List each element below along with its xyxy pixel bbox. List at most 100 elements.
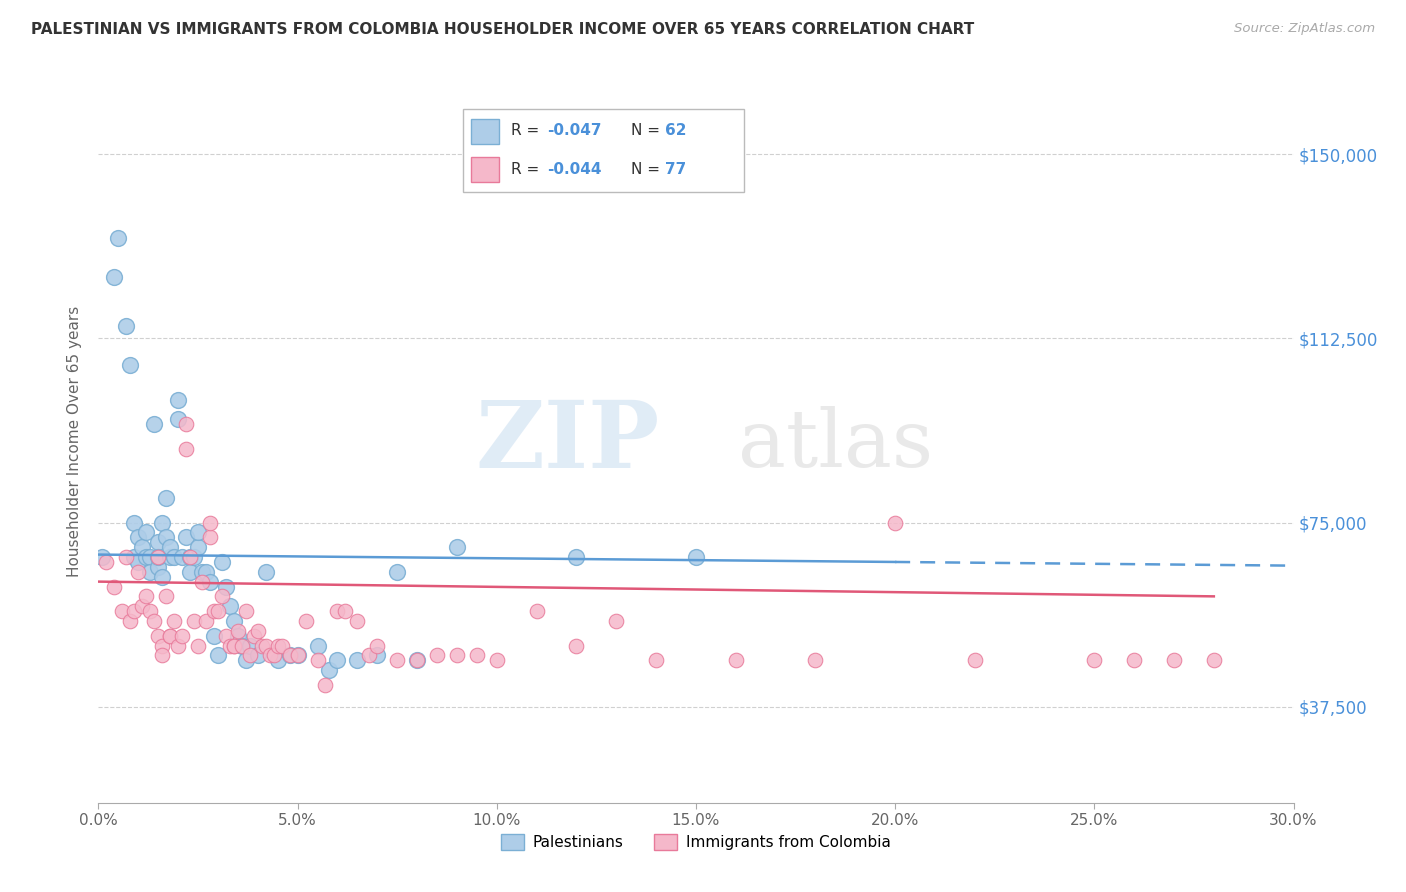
Point <box>148 560 170 574</box>
Point <box>148 549 170 564</box>
Point <box>294 614 316 628</box>
Point <box>150 570 173 584</box>
Point <box>246 624 269 638</box>
Point <box>335 604 357 618</box>
Point <box>167 639 190 653</box>
Point <box>91 549 114 564</box>
Point <box>526 604 548 618</box>
Point <box>231 639 253 653</box>
Point <box>278 648 301 663</box>
Point <box>804 653 827 667</box>
Text: ZIP: ZIP <box>475 397 661 486</box>
Point <box>222 639 245 653</box>
Point <box>211 555 233 569</box>
Point <box>124 604 146 618</box>
Point <box>326 653 349 667</box>
Point <box>163 549 186 564</box>
Point <box>406 653 429 667</box>
Point <box>884 516 907 530</box>
Point <box>219 639 242 653</box>
Point <box>115 549 138 564</box>
Point <box>239 648 262 663</box>
Point <box>346 653 368 667</box>
Point <box>254 639 277 653</box>
Point <box>366 639 388 653</box>
Point <box>187 639 209 653</box>
Legend: Palestinians, Immigrants from Colombia: Palestinians, Immigrants from Colombia <box>495 829 897 856</box>
Point <box>222 639 245 653</box>
Point <box>174 442 197 456</box>
Point <box>366 648 388 663</box>
Point <box>246 648 269 663</box>
Text: Source: ZipAtlas.com: Source: ZipAtlas.com <box>1234 22 1375 36</box>
Point <box>174 530 197 544</box>
Point <box>195 614 218 628</box>
Point <box>250 639 273 653</box>
Point <box>148 535 170 549</box>
Point <box>1083 653 1105 667</box>
Point <box>150 516 173 530</box>
Text: atlas: atlas <box>738 406 934 484</box>
Point <box>155 590 177 604</box>
Point <box>202 604 225 618</box>
Point <box>150 639 173 653</box>
Point <box>235 653 257 667</box>
Point <box>259 648 281 663</box>
Point <box>315 678 337 692</box>
Point <box>963 653 986 667</box>
Point <box>187 540 209 554</box>
Point <box>287 648 309 663</box>
Point <box>267 639 290 653</box>
Point <box>120 359 142 373</box>
Point <box>211 590 233 604</box>
Point <box>120 614 142 628</box>
Point <box>198 530 221 544</box>
Point <box>191 574 214 589</box>
Point <box>202 629 225 643</box>
Point <box>155 491 177 505</box>
Point <box>254 565 277 579</box>
Point <box>278 648 301 663</box>
Point <box>183 549 205 564</box>
Point <box>198 574 221 589</box>
Point <box>485 653 508 667</box>
Point <box>359 648 381 663</box>
Point <box>239 639 262 653</box>
Point <box>135 549 157 564</box>
Point <box>426 648 449 663</box>
Point <box>326 604 349 618</box>
Point <box>195 565 218 579</box>
Point <box>103 580 125 594</box>
Point <box>167 392 190 407</box>
Point <box>215 629 238 643</box>
Point <box>167 412 190 426</box>
Point <box>215 580 238 594</box>
Point <box>605 614 627 628</box>
Point <box>270 639 292 653</box>
Point <box>446 648 468 663</box>
Point <box>139 549 162 564</box>
Y-axis label: Householder Income Over 65 years: Householder Income Over 65 years <box>67 306 83 577</box>
Point <box>159 629 181 643</box>
Point <box>174 417 197 432</box>
Point <box>645 653 668 667</box>
Point <box>231 639 253 653</box>
Point <box>115 319 138 334</box>
Point <box>385 565 409 579</box>
Point <box>565 549 588 564</box>
Point <box>139 565 162 579</box>
Point <box>172 629 194 643</box>
Point <box>135 590 157 604</box>
Point <box>148 549 170 564</box>
Point <box>127 555 149 569</box>
Point <box>179 549 201 564</box>
Point <box>127 530 149 544</box>
Point <box>1123 653 1146 667</box>
Point <box>187 525 209 540</box>
Point <box>685 549 707 564</box>
Point <box>1163 653 1185 667</box>
Point <box>287 648 309 663</box>
Point <box>127 565 149 579</box>
Point <box>565 639 588 653</box>
Point <box>172 549 194 564</box>
